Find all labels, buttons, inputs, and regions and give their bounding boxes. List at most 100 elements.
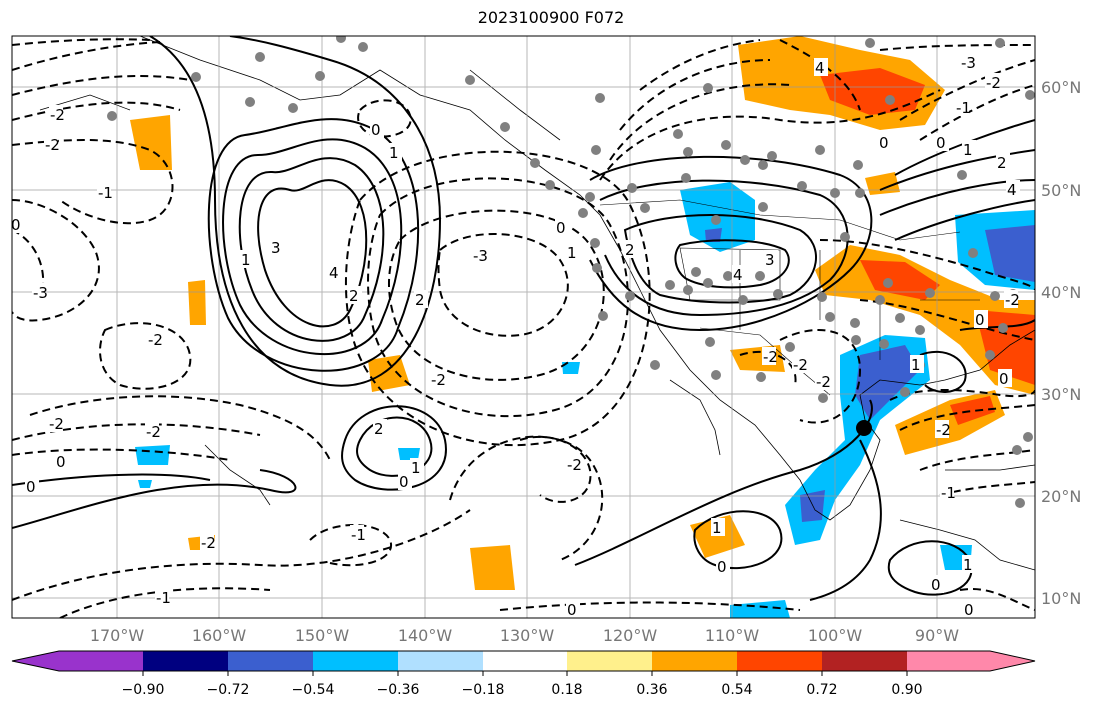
contour-line xyxy=(519,435,592,503)
contour-label: 1 xyxy=(963,556,973,574)
contour-line xyxy=(12,139,174,225)
contour-line xyxy=(899,59,1035,121)
contour-line xyxy=(599,179,849,317)
contour-line xyxy=(238,157,385,342)
contour-line xyxy=(889,389,1035,401)
contour-line xyxy=(859,299,1035,341)
colorbar-tick-label: −0.18 xyxy=(462,682,505,698)
contour-label: -3 xyxy=(33,284,48,302)
contour-label: -2 xyxy=(763,348,778,366)
contour-label: 2 xyxy=(625,241,635,259)
contour-line xyxy=(437,233,569,337)
strong-positive-anomaly-area xyxy=(820,68,925,115)
colorbar-segment xyxy=(907,651,1035,671)
strong-positive-anomaly-area xyxy=(950,396,995,425)
contour-label: 4 xyxy=(1007,181,1017,199)
contour-label: 0 xyxy=(717,558,727,576)
contour-label: -3 xyxy=(473,247,488,265)
contour-line xyxy=(693,510,783,570)
positive-anomaly-area xyxy=(368,355,410,392)
contour-label: -3 xyxy=(961,54,976,72)
contour-label: 0 xyxy=(964,601,974,619)
colorbar-segment xyxy=(228,651,313,671)
lat-tick-label: 50°N xyxy=(1041,181,1081,200)
colorbar-segment xyxy=(567,651,652,671)
contour-line xyxy=(919,350,967,393)
contour-line xyxy=(257,179,368,328)
contour-line xyxy=(674,239,790,289)
contour-label: 1 xyxy=(389,144,399,162)
contour-line xyxy=(639,39,761,91)
map-title: 2023100900 F072 xyxy=(477,8,625,27)
contour-line xyxy=(12,423,261,441)
colorbar-segment xyxy=(483,651,567,671)
contour-label: -1 xyxy=(98,184,113,202)
contour-line xyxy=(919,449,1035,471)
contour-label: -2 xyxy=(816,373,831,391)
contour-label: -2 xyxy=(148,331,163,349)
negative-anomaly-area xyxy=(398,448,420,460)
contour-line xyxy=(879,179,1035,216)
contour-label: 0 xyxy=(26,478,36,496)
colorbar-segment xyxy=(143,651,228,671)
contour-label: 0 xyxy=(567,601,577,619)
contour-line xyxy=(149,36,442,387)
contour-label: 1 xyxy=(567,244,577,262)
contour-line xyxy=(449,435,604,561)
contour-line xyxy=(344,150,651,447)
contour-line xyxy=(207,118,420,372)
positive-anomaly-area xyxy=(470,545,515,590)
contour-label: -1 xyxy=(351,526,366,544)
shaded-anomalies xyxy=(130,36,1035,618)
contour-line xyxy=(899,404,1035,431)
contour-line xyxy=(12,229,45,301)
contour-label: 0 xyxy=(371,121,381,139)
lon-tick-label: 160°W xyxy=(192,626,247,645)
lon-tick-label: 170°W xyxy=(90,626,145,645)
colorbar-tick-label: −0.36 xyxy=(377,682,420,698)
negative-anomaly-area xyxy=(730,600,790,618)
contour-labels: -2 -2 -1 0 -3 -2 -2 -2 0 0 -1 -1 0 1 3 1… xyxy=(12,53,1020,619)
contour-label: 2 xyxy=(415,291,425,309)
contour-label: -2 xyxy=(986,74,1001,92)
lon-tick-label: 110°W xyxy=(705,626,760,645)
lon-tick-label: 100°W xyxy=(808,626,863,645)
contour-label: 4 xyxy=(733,266,743,284)
contour-label: -2 xyxy=(50,106,65,124)
contour-line xyxy=(887,540,973,596)
lon-tick-label: 90°W xyxy=(915,626,959,645)
contour-line xyxy=(12,74,191,96)
positive-anomaly-area xyxy=(188,280,206,325)
map-frame xyxy=(11,35,1036,619)
negative-anomaly-area xyxy=(138,480,152,488)
lon-tick-label: 140°W xyxy=(398,626,453,645)
contour-line xyxy=(12,41,161,71)
lon-tick-label: 150°W xyxy=(295,626,350,645)
contour-label: 2 xyxy=(997,154,1007,172)
contour-line xyxy=(12,509,471,601)
positive-anomaly-area xyxy=(815,245,1035,395)
contour-line xyxy=(12,38,151,46)
contour-label: 0 xyxy=(879,134,889,152)
colorbar-segment xyxy=(398,651,483,671)
colorbar-tick-label: 0.90 xyxy=(891,682,922,698)
contour-line xyxy=(894,199,1035,241)
colorbar: −0.90 −0.72 −0.54 −0.36 −0.18 0.18 0.36 … xyxy=(11,650,1036,698)
positive-anomaly-area xyxy=(865,172,900,195)
contour-label: 1 xyxy=(411,459,421,477)
contour-line xyxy=(309,524,393,567)
contour-line xyxy=(779,39,861,111)
contour-label: -1 xyxy=(956,99,971,117)
latitude-axis: 60°N 50°N 40°N 30°N 20°N 10°N xyxy=(1041,78,1081,608)
contour-label: -1 xyxy=(156,589,171,607)
contour-line xyxy=(222,138,403,356)
contour-label: -2 xyxy=(45,136,60,154)
contour-label: 4 xyxy=(329,264,339,282)
contour-label: 2 xyxy=(374,420,384,438)
colorbar-segment xyxy=(737,651,822,671)
contour-label: 0 xyxy=(56,453,66,471)
lat-tick-label: 20°N xyxy=(1041,487,1081,506)
contour-label: 3 xyxy=(765,251,775,269)
contour-label: -2 xyxy=(431,371,446,389)
colorbar-tick-label: 0.72 xyxy=(806,682,837,698)
